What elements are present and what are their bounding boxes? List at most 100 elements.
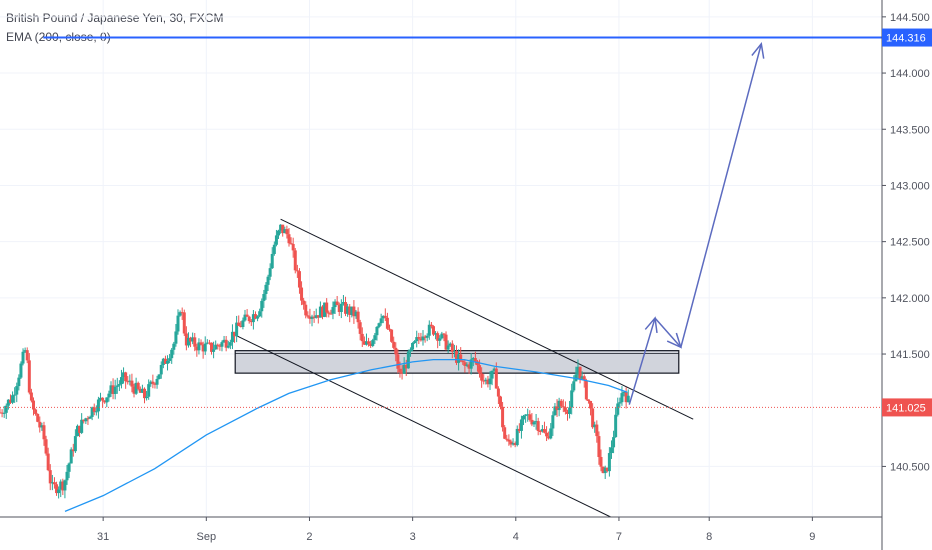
candle-body	[440, 333, 444, 339]
candle-body	[599, 456, 603, 467]
price-tick-label: 142.500	[890, 237, 930, 249]
candle-body	[419, 338, 423, 341]
candle-body	[478, 365, 482, 374]
candle-body	[576, 366, 580, 375]
candle-body	[59, 481, 63, 490]
candle-body	[549, 428, 553, 439]
candle-body	[404, 364, 408, 369]
candle-body	[279, 224, 283, 231]
candle-body	[239, 325, 243, 327]
candle-body	[316, 315, 320, 318]
candle-body	[295, 270, 299, 272]
candle-body	[463, 362, 467, 366]
candle-body	[256, 316, 260, 319]
candle-body	[245, 314, 249, 317]
candle-body	[559, 400, 563, 407]
target-price-badge-label: 144.316	[886, 33, 926, 45]
candle-body	[285, 229, 289, 235]
candle-body	[469, 359, 473, 369]
candle-body	[603, 467, 607, 474]
candle-body	[561, 406, 565, 408]
projection-arrowhead	[751, 42, 765, 59]
candle-body	[542, 429, 546, 433]
candle-body	[300, 287, 304, 301]
candle-body	[461, 360, 465, 363]
candle-body	[480, 373, 484, 381]
projection-segment	[654, 317, 682, 348]
candle-body	[25, 350, 29, 361]
candle-body	[408, 349, 412, 352]
candle-body	[329, 313, 333, 315]
candle-body	[586, 399, 590, 401]
candle-body	[494, 368, 498, 389]
time-tick-label: 4	[513, 531, 519, 543]
candle-body	[524, 414, 528, 416]
candle-body	[289, 243, 293, 245]
candle-body	[147, 384, 151, 397]
candle-body	[36, 413, 40, 422]
candle-body	[78, 425, 82, 433]
candle-body	[394, 347, 398, 355]
candle-body	[528, 414, 532, 420]
candle-body	[356, 311, 360, 323]
candle-body	[270, 253, 274, 269]
candle-body	[555, 406, 559, 411]
candle-body	[155, 378, 159, 385]
candle-body	[413, 341, 417, 343]
candle-body	[134, 382, 138, 394]
candle-body	[145, 396, 149, 399]
candle-body	[105, 397, 109, 403]
candle-body	[563, 407, 567, 412]
candle-body	[11, 395, 15, 403]
candle-body	[616, 403, 620, 415]
candle-body	[601, 466, 605, 474]
candle-body	[624, 391, 628, 403]
candle-body	[373, 335, 377, 341]
candle-body	[17, 377, 21, 387]
candle-body	[281, 224, 285, 234]
candle-body	[249, 321, 253, 323]
candle-body	[344, 302, 348, 314]
candle-body	[297, 271, 301, 288]
candle-body	[327, 312, 331, 314]
time-tick-label: 9	[809, 531, 815, 543]
candle-body	[457, 354, 461, 363]
candle-body	[503, 427, 507, 439]
candle-body	[214, 344, 218, 350]
candle-body	[306, 315, 310, 317]
candle-body	[367, 341, 371, 344]
candle-body	[92, 407, 96, 412]
candle-body	[406, 351, 410, 369]
candle-body	[310, 316, 314, 319]
candle-body	[222, 339, 226, 343]
candle-body	[566, 411, 570, 414]
candle-body	[42, 425, 46, 440]
price-tick-label: 144.000	[890, 68, 930, 80]
projection-segment	[628, 317, 656, 405]
candle-body	[425, 335, 429, 338]
candle-body	[350, 306, 354, 315]
candle-body	[498, 396, 502, 407]
candle-body	[86, 418, 90, 420]
candle-body	[622, 391, 626, 394]
candle-body	[402, 364, 406, 374]
candle-body	[618, 402, 622, 404]
candle-body	[331, 307, 335, 314]
candle-body	[465, 364, 469, 366]
symbol-label[interactable]: British Pound / Japanese Yen, 30, FXCM	[6, 11, 224, 25]
candle-body	[27, 360, 31, 393]
candle-body	[513, 443, 517, 446]
candle-body	[159, 364, 163, 375]
projection-segment	[680, 43, 763, 348]
candle-body	[578, 366, 582, 379]
candle-body	[0, 412, 4, 414]
candle-body	[34, 409, 38, 414]
candle-body	[570, 390, 574, 408]
candle-body	[90, 407, 94, 417]
channel-upper-line	[280, 218, 694, 420]
candle-body	[48, 470, 52, 484]
candle-body	[398, 368, 402, 372]
candle-body	[186, 337, 190, 346]
time-tick-label: 8	[706, 531, 712, 543]
